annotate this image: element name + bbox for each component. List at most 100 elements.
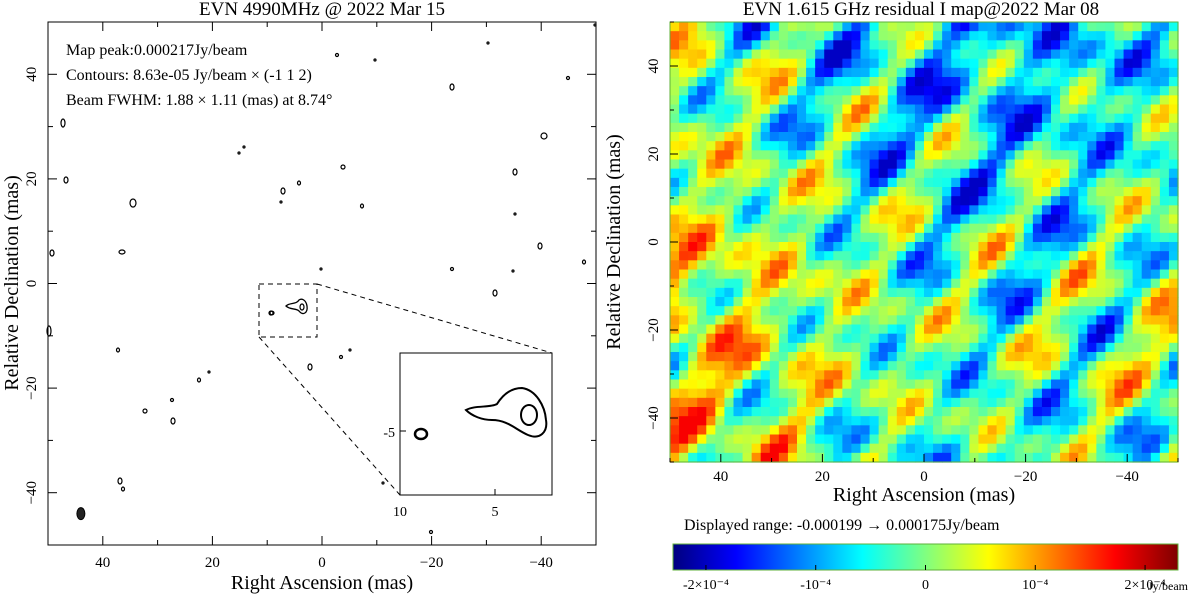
heatmap-cell [1168, 77, 1179, 87]
heatmap-cell [806, 95, 816, 106]
heatmap-cell [1114, 67, 1125, 78]
heatmap-cell [887, 86, 898, 96]
heatmap-cell [760, 196, 771, 206]
heatmap-cell [769, 150, 780, 161]
heatmap-cell [1005, 297, 1016, 307]
heatmap-cell [715, 242, 726, 252]
heatmap-cell [1150, 31, 1161, 41]
heatmap-cell [760, 187, 771, 197]
heatmap-cell [769, 370, 780, 381]
heatmap-cell [1005, 352, 1016, 362]
heatmap-cell [1060, 132, 1070, 142]
heatmap-cell [797, 379, 807, 390]
heatmap-cell [824, 260, 834, 271]
heatmap-cell [905, 223, 916, 234]
heatmap-cell [751, 86, 762, 96]
heatmap-cell [778, 452, 789, 463]
heatmap-cell [833, 260, 843, 271]
heatmap-cell [1014, 77, 1025, 87]
heatmap-cell [806, 416, 816, 426]
heatmap-cell [742, 67, 753, 78]
heatmap-cell [905, 58, 916, 69]
heatmap-cell [715, 287, 726, 298]
left-xtick-label: 40 [95, 555, 110, 571]
heatmap-cell [815, 416, 825, 426]
heatmap-cell [724, 86, 735, 96]
heatmap-cell [688, 315, 698, 326]
heatmap-cell [933, 40, 943, 51]
source-contour-small [269, 310, 275, 316]
heatmap-cell [914, 333, 925, 344]
heatmap-cell [706, 168, 716, 179]
heatmap-cell [769, 159, 780, 170]
heatmap-cell [1096, 58, 1107, 69]
heatmap-cell [1069, 232, 1079, 243]
heatmap-cell [797, 141, 807, 151]
heatmap-cell [987, 95, 998, 106]
heatmap-cell [833, 407, 843, 417]
heatmap-cell [1041, 40, 1052, 51]
heatmap-cell [1096, 196, 1107, 206]
heatmap-cell [787, 315, 798, 326]
heatmap-cell [1032, 104, 1043, 115]
heatmap-cell [1141, 388, 1152, 399]
heatmap-cell [670, 86, 680, 96]
heatmap-cell [760, 379, 771, 390]
heatmap-cell [878, 452, 889, 463]
heatmap-cell [987, 397, 998, 408]
heatmap-cell [924, 187, 934, 197]
heatmap-cell [1023, 159, 1034, 170]
heatmap-cell [969, 388, 980, 399]
source-contour-inner [299, 303, 305, 311]
heatmap-cell [951, 168, 961, 179]
heatmap-cell [724, 370, 735, 381]
heatmap-cell [960, 397, 970, 408]
heatmap-cell [1041, 352, 1052, 362]
heatmap-cell [1150, 86, 1161, 96]
heatmap-cell [978, 132, 989, 142]
heatmap-cell [733, 132, 744, 142]
heatmap-cell [878, 232, 889, 243]
heatmap-cell [851, 58, 862, 69]
heatmap-cell [842, 452, 853, 463]
heatmap-cell [833, 150, 843, 161]
heatmap-cell [769, 333, 780, 344]
heatmap-cell [969, 352, 980, 362]
heatmap-cell [751, 251, 762, 261]
heatmap-cell [1032, 425, 1043, 436]
right-xtick-label: 0 [920, 469, 928, 485]
heatmap-cell [688, 434, 698, 445]
heatmap-cell [851, 104, 862, 115]
heatmap-cell [878, 159, 889, 170]
inset-xtick-label-5: 5 [492, 505, 499, 520]
heatmap-cell [697, 416, 707, 426]
heatmap-cell [815, 31, 825, 41]
heatmap-cell [715, 306, 726, 316]
noise-contour [319, 267, 323, 271]
heatmap-cell [742, 113, 753, 124]
heatmap-cell [942, 40, 952, 51]
heatmap-cell [1069, 122, 1079, 133]
heatmap-cell [787, 86, 798, 96]
heatmap-cell [1105, 159, 1116, 170]
heatmap-cell [778, 177, 789, 188]
heatmap-cell [1041, 278, 1052, 289]
heatmap-cell [1078, 122, 1088, 133]
heatmap-cell [1060, 342, 1070, 353]
heatmap-cell [1159, 40, 1170, 51]
heatmap-cell [1078, 141, 1088, 151]
heatmap-cell [769, 434, 780, 445]
heatmap-cell [887, 122, 898, 133]
right-ytick-label: 0 [646, 238, 662, 246]
heatmap-cell [724, 269, 735, 280]
heatmap-cell [751, 150, 762, 161]
heatmap-cell [1060, 86, 1070, 96]
heatmap-cell [951, 407, 961, 417]
heatmap-cell [742, 388, 753, 399]
heatmap-cell [733, 287, 744, 298]
heatmap-cell [842, 443, 853, 454]
heatmap-cell [1014, 67, 1025, 78]
heatmap-cell [1150, 214, 1161, 225]
heatmap-cell [742, 77, 753, 87]
heatmap-cell [688, 278, 698, 289]
